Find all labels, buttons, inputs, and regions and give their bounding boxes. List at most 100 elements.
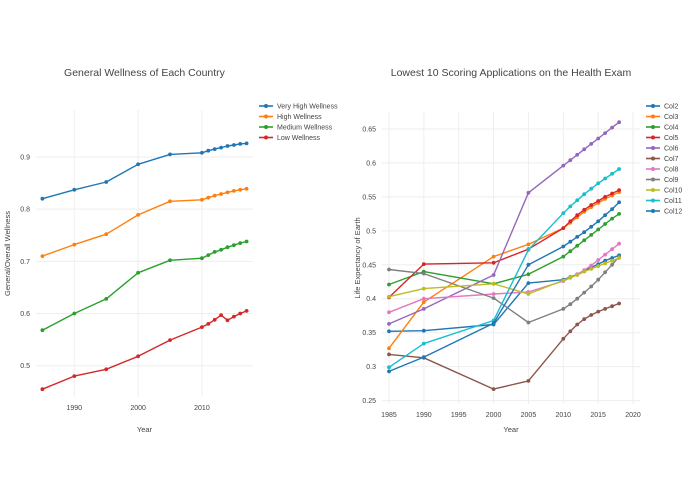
legend-swatch-marker [651, 177, 655, 182]
legend-swatch-marker [651, 114, 655, 119]
data-point [568, 158, 573, 163]
y-tick-label: 0.7 [20, 259, 30, 266]
x-tick-label: 1990 [416, 412, 432, 419]
y-tick-label: 0.8 [20, 207, 30, 214]
x-tick-label: 2020 [625, 412, 641, 419]
data-point [561, 307, 566, 311]
data-point [244, 309, 249, 313]
data-point [589, 233, 594, 237]
data-point [617, 301, 621, 306]
data-point [596, 258, 601, 262]
data-point [568, 239, 573, 244]
legend-swatch-marker [651, 167, 655, 171]
data-point [603, 195, 607, 199]
data-point [491, 273, 496, 277]
data-point [582, 230, 587, 235]
data-point [104, 367, 109, 372]
data-point [491, 321, 496, 326]
data-point [104, 232, 109, 237]
data-point [575, 152, 580, 157]
data-point [491, 254, 496, 259]
data-point [582, 207, 587, 212]
data-point [421, 355, 426, 359]
data-point [206, 253, 211, 257]
data-point [387, 329, 391, 334]
data-point [421, 328, 426, 333]
data-point [387, 310, 391, 315]
chart-title: General Wellness of Each Country [64, 67, 226, 79]
data-point [219, 192, 224, 196]
data-point [582, 147, 587, 152]
data-point [575, 296, 580, 301]
legend-item: Col4 [646, 125, 679, 132]
data-point [225, 190, 230, 195]
data-point [603, 261, 607, 266]
data-point [238, 311, 243, 316]
y-tick-label: 0.5 [20, 363, 30, 370]
data-point [561, 336, 566, 341]
data-point [238, 187, 243, 192]
legend-swatch-marker [651, 209, 655, 213]
legend-label: Col9 [664, 177, 679, 184]
data-point [610, 207, 614, 212]
y-tick-label: 0.3 [366, 364, 376, 371]
y-axis-title: General/Overall Wellness [3, 211, 12, 296]
data-point [491, 387, 496, 391]
legend-swatch-marker [264, 125, 268, 129]
data-point [568, 302, 573, 307]
y-tick-label: 0.6 [20, 311, 30, 318]
data-point [526, 262, 531, 267]
data-point [575, 198, 580, 203]
data-point [603, 270, 607, 275]
data-point [72, 242, 77, 247]
legend-swatch-marker [651, 188, 655, 192]
legend-swatch-marker [264, 104, 268, 108]
data-point [596, 227, 601, 232]
data-point [200, 256, 204, 261]
data-point [582, 317, 587, 321]
data-point [136, 270, 141, 275]
legend-label: Col11 [664, 198, 682, 205]
legend-label: Col2 [664, 104, 679, 111]
legend-label: Col7 [664, 156, 679, 163]
legend-swatch-marker [651, 146, 655, 150]
series-col5 [387, 188, 621, 300]
data-point [219, 247, 224, 252]
data-point [610, 216, 614, 221]
data-point [596, 181, 601, 186]
data-point [40, 328, 45, 333]
data-point [526, 272, 531, 277]
y-tick-label: 0.6 [366, 160, 376, 167]
data-point [617, 167, 621, 171]
data-point [232, 143, 236, 147]
data-point [603, 307, 607, 311]
legend-label: High Wellness [277, 114, 322, 121]
data-point [589, 284, 594, 289]
data-point [387, 365, 391, 370]
data-point [491, 260, 496, 265]
legend-swatch-marker [264, 114, 268, 119]
data-point [610, 256, 614, 260]
data-point [238, 241, 243, 246]
y-tick-label: 0.45 [362, 262, 376, 269]
x-tick-label: 2010 [556, 412, 572, 419]
data-point [589, 186, 594, 191]
y-tick-label: 0.4 [366, 296, 376, 303]
data-point [568, 329, 573, 334]
data-point [168, 258, 172, 263]
x-tick-label: 1995 [451, 412, 467, 419]
x-tick-label: 2015 [590, 412, 606, 419]
data-point [603, 176, 607, 181]
data-point [104, 297, 109, 301]
y-tick-label: 0.35 [362, 330, 376, 337]
legend-item: Col6 [646, 146, 679, 153]
data-point [603, 222, 607, 226]
data-point [136, 162, 141, 167]
data-point [136, 213, 141, 217]
data-point [421, 271, 426, 276]
data-point [617, 212, 621, 216]
data-point [603, 252, 607, 257]
data-point [72, 374, 77, 378]
data-point [387, 322, 391, 326]
data-point [206, 148, 211, 153]
